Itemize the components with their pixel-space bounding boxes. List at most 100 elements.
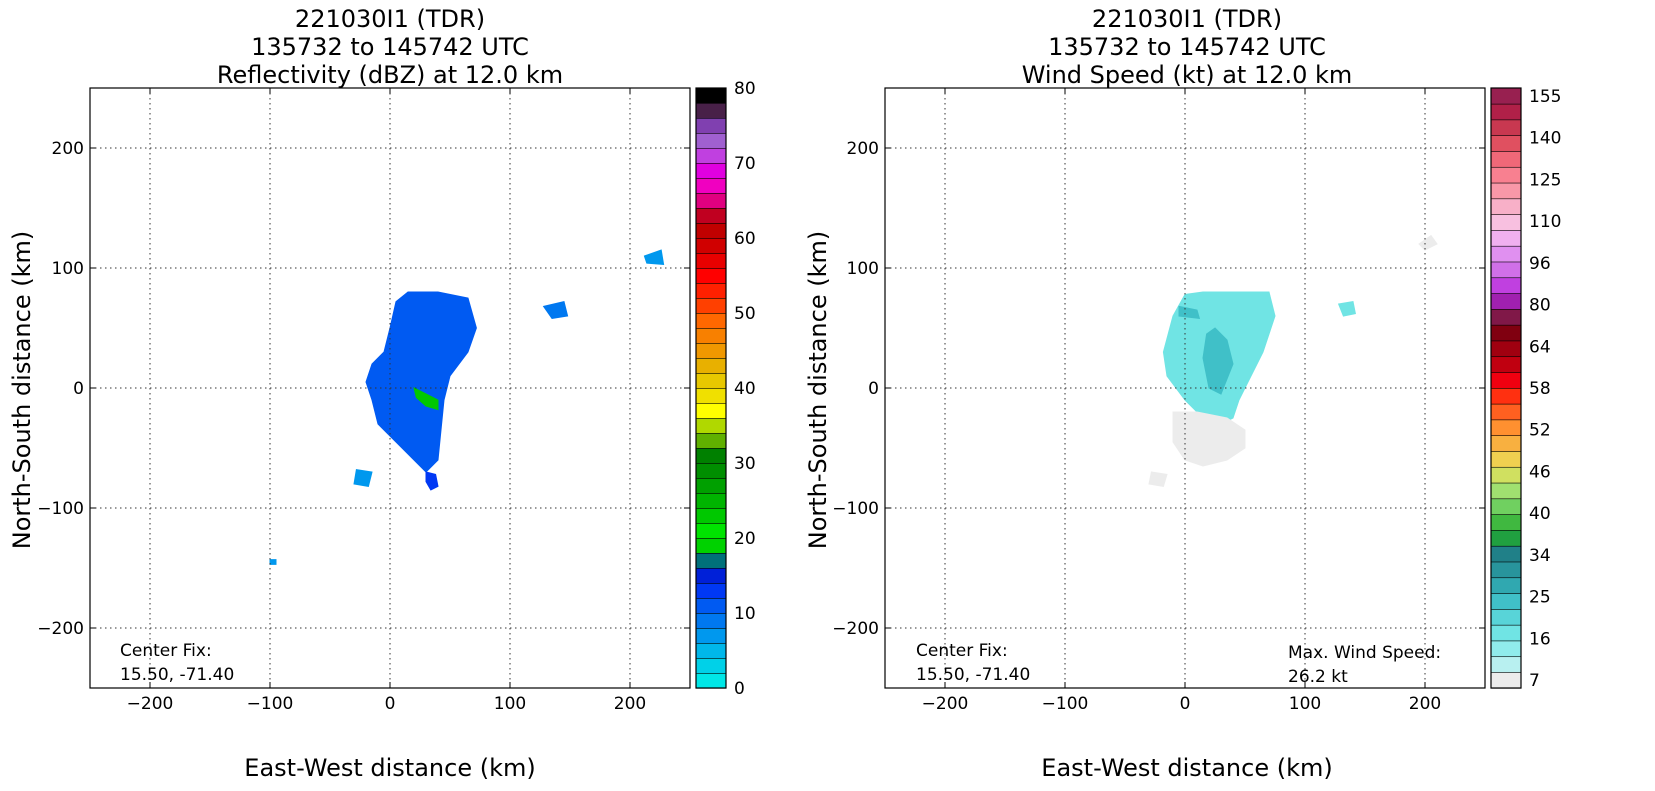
colorbar-frame	[1490, 87, 1522, 689]
colorbar-swatch	[1490, 482, 1522, 500]
colorbar-tick-label: 52	[1529, 421, 1551, 441]
y-tick-label: 0	[73, 379, 84, 399]
colorbar-swatch	[695, 507, 727, 524]
colorbar-tick-label: 64	[1529, 337, 1551, 357]
colorbar-swatch	[695, 402, 727, 419]
colorbar-swatch	[1490, 308, 1522, 326]
colorbar-tick-label: 34	[1529, 546, 1551, 566]
colorbar-tick-label: 30	[734, 454, 756, 474]
colorbar-swatch	[1490, 450, 1522, 468]
panel-title-line3: Reflectivity (dBZ) at 12.0 km	[217, 61, 563, 89]
colorbar-swatch	[1490, 150, 1522, 168]
colorbar-swatch	[1490, 577, 1522, 594]
colorbar-swatch	[695, 87, 727, 104]
data-region-core	[1202, 327, 1234, 395]
y-tick-label: −200	[37, 619, 84, 639]
colorbar-swatch	[1490, 419, 1522, 436]
data-region-far-east	[643, 249, 665, 265]
x-tick-label: −100	[247, 694, 294, 714]
colorbar-tick-label: 25	[1529, 588, 1551, 608]
y-tick-label: 200	[847, 139, 879, 159]
colorbar-tick-label: 16	[1529, 629, 1551, 649]
colorbar-swatch	[695, 462, 727, 479]
colorbar-swatch	[1490, 214, 1522, 231]
y-axis-label: North-South distance (km)	[804, 231, 832, 550]
colorbar-swatch	[695, 252, 727, 269]
colorbar-swatch	[695, 117, 727, 134]
colorbar-swatch	[695, 162, 727, 179]
colorbar-tick-label: 125	[1529, 170, 1561, 190]
colorbar-tick-label: 50	[734, 304, 756, 324]
data-region-main	[365, 291, 477, 473]
data-region-sw-blob	[1148, 471, 1168, 487]
colorbar-swatch	[1490, 656, 1522, 673]
colorbar-swatch	[1490, 166, 1522, 184]
colorbar-swatch	[695, 657, 727, 674]
colorbar: 0 10 20 30 40 50 60 70 80	[695, 79, 756, 699]
max-wind-speed-value: 26.2 kt	[1288, 667, 1348, 687]
colorbar-tick-label: 46	[1529, 462, 1551, 482]
colorbar-swatch	[1490, 403, 1522, 421]
data-region-nw-strip	[1178, 305, 1201, 319]
colorbar-swatch	[1490, 624, 1522, 642]
colorbar-swatch	[695, 222, 727, 239]
colorbar-swatch	[695, 432, 727, 449]
colorbar-swatch	[1490, 545, 1522, 563]
panel-title-line1: 221030I1 (TDR)	[295, 5, 485, 33]
colorbar-swatch	[695, 417, 727, 434]
data-region-far-east	[1418, 234, 1438, 251]
colorbar-swatch	[1490, 387, 1522, 405]
colorbar-tick-label: 140	[1529, 129, 1561, 149]
colorbar-swatch	[1490, 466, 1522, 484]
colorbar-tick-label: 20	[734, 529, 756, 549]
x-tick-label: 200	[1409, 694, 1441, 714]
center-fix-label: Center Fix:	[120, 641, 212, 661]
colorbar-tick-label: 96	[1529, 254, 1551, 274]
colorbar-tick-label: 60	[734, 229, 756, 249]
colorbar-swatch	[695, 147, 727, 164]
colorbar-swatch	[1490, 182, 1522, 200]
x-tick-label: −200	[127, 694, 174, 714]
colorbar-tick-label: 40	[734, 379, 756, 399]
colorbar-swatch	[1490, 198, 1522, 215]
max-wind-speed-label: Max. Wind Speed:	[1288, 643, 1441, 663]
y-tick-label: 100	[52, 259, 84, 279]
data-region-east-cell	[542, 301, 569, 319]
x-tick-label: 100	[494, 694, 526, 714]
colorbar-tick-label: 155	[1529, 87, 1561, 107]
plot-area: −200 −100 0 100 200 −200 −100 0 100 200	[37, 87, 691, 714]
colorbar-swatch	[1490, 371, 1522, 389]
y-tick-label: 0	[868, 379, 879, 399]
x-axis-label: East-West distance (km)	[244, 754, 535, 782]
colorbar-swatch	[695, 372, 727, 389]
colorbar-swatch	[1490, 261, 1522, 279]
colorbar-swatch	[1490, 229, 1522, 247]
colorbar-swatch	[1490, 561, 1522, 579]
colorbar-swatch	[1490, 292, 1522, 310]
colorbar-swatch	[1490, 640, 1522, 658]
colorbar-tick-label: 70	[734, 154, 756, 174]
colorbar-swatch	[695, 642, 727, 659]
y-tick-label: −100	[832, 499, 879, 519]
data-region-low-speed-south	[1172, 411, 1246, 467]
colorbar-swatch	[695, 207, 727, 224]
colorbar-swatch	[695, 357, 727, 374]
y-tick-label: −100	[37, 499, 84, 519]
colorbar-swatch	[695, 492, 727, 509]
colorbar-swatch	[1490, 277, 1522, 294]
colorbar-swatch	[1490, 671, 1522, 689]
x-tick-label: 100	[1289, 694, 1321, 714]
colorbar-swatch	[1490, 356, 1522, 373]
x-tick-label: 0	[1180, 694, 1191, 714]
colorbar-swatch	[695, 237, 727, 254]
colorbar-swatch	[1490, 324, 1522, 342]
colorbar-swatch	[1490, 592, 1522, 610]
data-region-core	[413, 387, 439, 411]
colorbar-swatch	[695, 132, 727, 149]
colorbar-swatch	[695, 612, 727, 629]
colorbar-swatch	[1490, 245, 1522, 263]
reflectivity-panel: 221030I1 (TDR) 135732 to 145742 UTC Refl…	[8, 5, 756, 782]
colorbar-tick-label: 0	[734, 679, 745, 699]
